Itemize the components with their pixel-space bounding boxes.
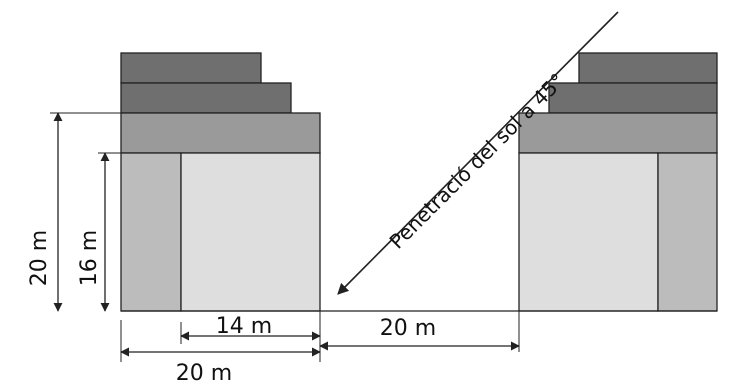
gap-width-label: 20 m: [380, 316, 436, 341]
dimension-height-lower: 16 m: [77, 152, 121, 312]
left-main-facade: [180, 152, 321, 312]
left-second-floor: [120, 82, 292, 114]
dimension-width-inner: 14 m: [180, 314, 321, 344]
dimension-width-building: 20 m: [120, 320, 321, 385]
right-second-floor: [548, 82, 718, 114]
left-side-wall: [120, 152, 182, 312]
right-top-floor: [578, 52, 718, 84]
left-building: [120, 52, 321, 312]
width-inner-label: 14 m: [216, 314, 272, 339]
right-third-floor: [518, 112, 718, 154]
left-third-floor: [120, 112, 321, 154]
left-top-floor: [120, 52, 262, 84]
right-building: [518, 52, 718, 312]
sun-ray-arrow: [337, 11, 619, 295]
dimension-height-total: 20 m: [27, 112, 121, 312]
right-main-facade: [518, 152, 659, 312]
dimension-gap-width: 20 m: [319, 311, 520, 362]
right-side-wall: [657, 152, 718, 312]
width-building-label: 20 m: [176, 361, 232, 385]
height-lower-label: 16 m: [77, 230, 102, 286]
height-total-label: 20 m: [27, 230, 52, 286]
